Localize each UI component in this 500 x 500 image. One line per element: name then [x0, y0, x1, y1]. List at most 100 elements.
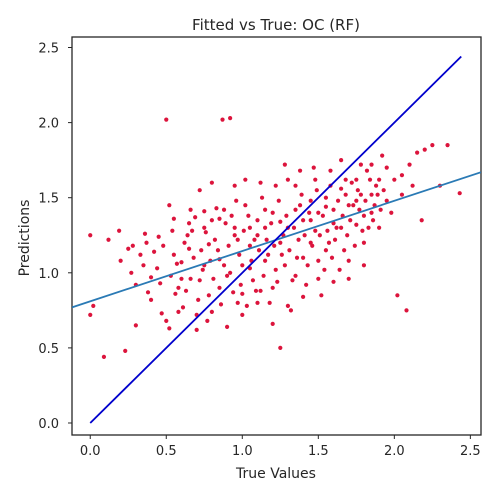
data-point: [253, 288, 259, 293]
data-point: [282, 162, 287, 167]
data-point: [346, 203, 351, 208]
data-point: [196, 297, 201, 302]
data-point: [217, 216, 222, 221]
data-point: [337, 267, 342, 272]
data-point: [234, 198, 239, 203]
data-point: [118, 258, 123, 263]
data-point: [323, 248, 329, 253]
data-point: [138, 252, 143, 257]
data-point: [263, 258, 268, 263]
data-point: [343, 192, 348, 197]
data-point: [308, 198, 313, 203]
x-tick-label: 2.0: [384, 444, 405, 459]
data-point: [197, 278, 202, 283]
data-point: [186, 221, 192, 226]
data-point: [155, 266, 160, 271]
data-point: [188, 207, 193, 212]
data-point: [188, 276, 193, 281]
data-point: [203, 230, 208, 235]
data-point: [361, 240, 367, 245]
data-point: [346, 276, 351, 281]
data-point: [272, 243, 277, 248]
data-point: [148, 275, 154, 280]
data-point: [313, 228, 318, 233]
data-point: [284, 213, 289, 218]
data-point: [190, 228, 195, 233]
data-point: [167, 203, 172, 208]
data-point: [191, 255, 196, 260]
data-point: [144, 240, 149, 245]
data-point: [259, 195, 265, 200]
data-point: [291, 225, 297, 230]
data-point: [130, 243, 135, 248]
data-point: [206, 293, 211, 298]
data-point: [316, 210, 321, 215]
data-point: [223, 221, 228, 226]
data-point: [415, 150, 420, 155]
data-point: [252, 237, 257, 242]
data-point: [179, 276, 184, 281]
y-axis-label: Predictions: [17, 200, 33, 277]
data-point: [211, 276, 216, 281]
data-point: [228, 270, 233, 275]
data-point: [255, 300, 260, 305]
data-point: [237, 252, 242, 257]
data-point: [243, 177, 248, 182]
data-point: [123, 348, 128, 353]
data-point: [171, 252, 176, 257]
data-point: [224, 273, 230, 278]
data-point: [142, 231, 148, 236]
data-point: [282, 263, 287, 268]
data-point: [214, 206, 219, 211]
data-point: [273, 183, 278, 188]
data-point: [221, 207, 227, 212]
data-point: [224, 324, 230, 329]
data-point: [276, 198, 281, 203]
data-point: [419, 218, 424, 223]
data-point: [305, 263, 310, 268]
data-point: [357, 207, 362, 212]
data-point: [342, 248, 347, 253]
data-point: [364, 168, 370, 173]
data-point: [232, 183, 237, 188]
data-point: [316, 276, 321, 281]
data-point: [361, 263, 367, 268]
data-point: [226, 243, 231, 248]
data-point: [269, 221, 274, 226]
data-point: [250, 278, 256, 283]
data-point: [290, 278, 295, 283]
data-point: [422, 147, 427, 152]
data-point: [384, 165, 389, 170]
data-point: [88, 233, 93, 238]
data-point: [325, 228, 330, 233]
data-point: [235, 300, 240, 305]
data-point: [360, 228, 365, 233]
data-point: [235, 237, 240, 242]
data-point: [307, 210, 312, 215]
data-point: [349, 180, 354, 185]
data-point: [247, 243, 252, 248]
data-point: [313, 177, 318, 182]
data-point: [256, 248, 262, 253]
data-point: [240, 291, 245, 296]
data-point: [246, 213, 251, 218]
data-point: [299, 192, 304, 197]
data-point: [301, 218, 306, 223]
data-point: [369, 162, 374, 167]
data-point: [273, 267, 278, 272]
data-point: [339, 158, 344, 163]
data-point: [186, 246, 192, 251]
data-point: [156, 234, 161, 239]
data-point: [270, 285, 275, 290]
data-point: [209, 180, 214, 185]
data-point: [170, 228, 175, 233]
data-point: [389, 210, 394, 215]
y-axis-ticks: 0.0 0.5 1.0 1.5 2.0 2.5: [38, 42, 72, 432]
data-point: [197, 188, 202, 193]
data-point: [381, 188, 386, 193]
data-point: [301, 294, 306, 299]
data-point: [445, 143, 450, 148]
data-point: [183, 288, 189, 293]
data-point: [293, 207, 298, 212]
data-point: [206, 242, 211, 247]
